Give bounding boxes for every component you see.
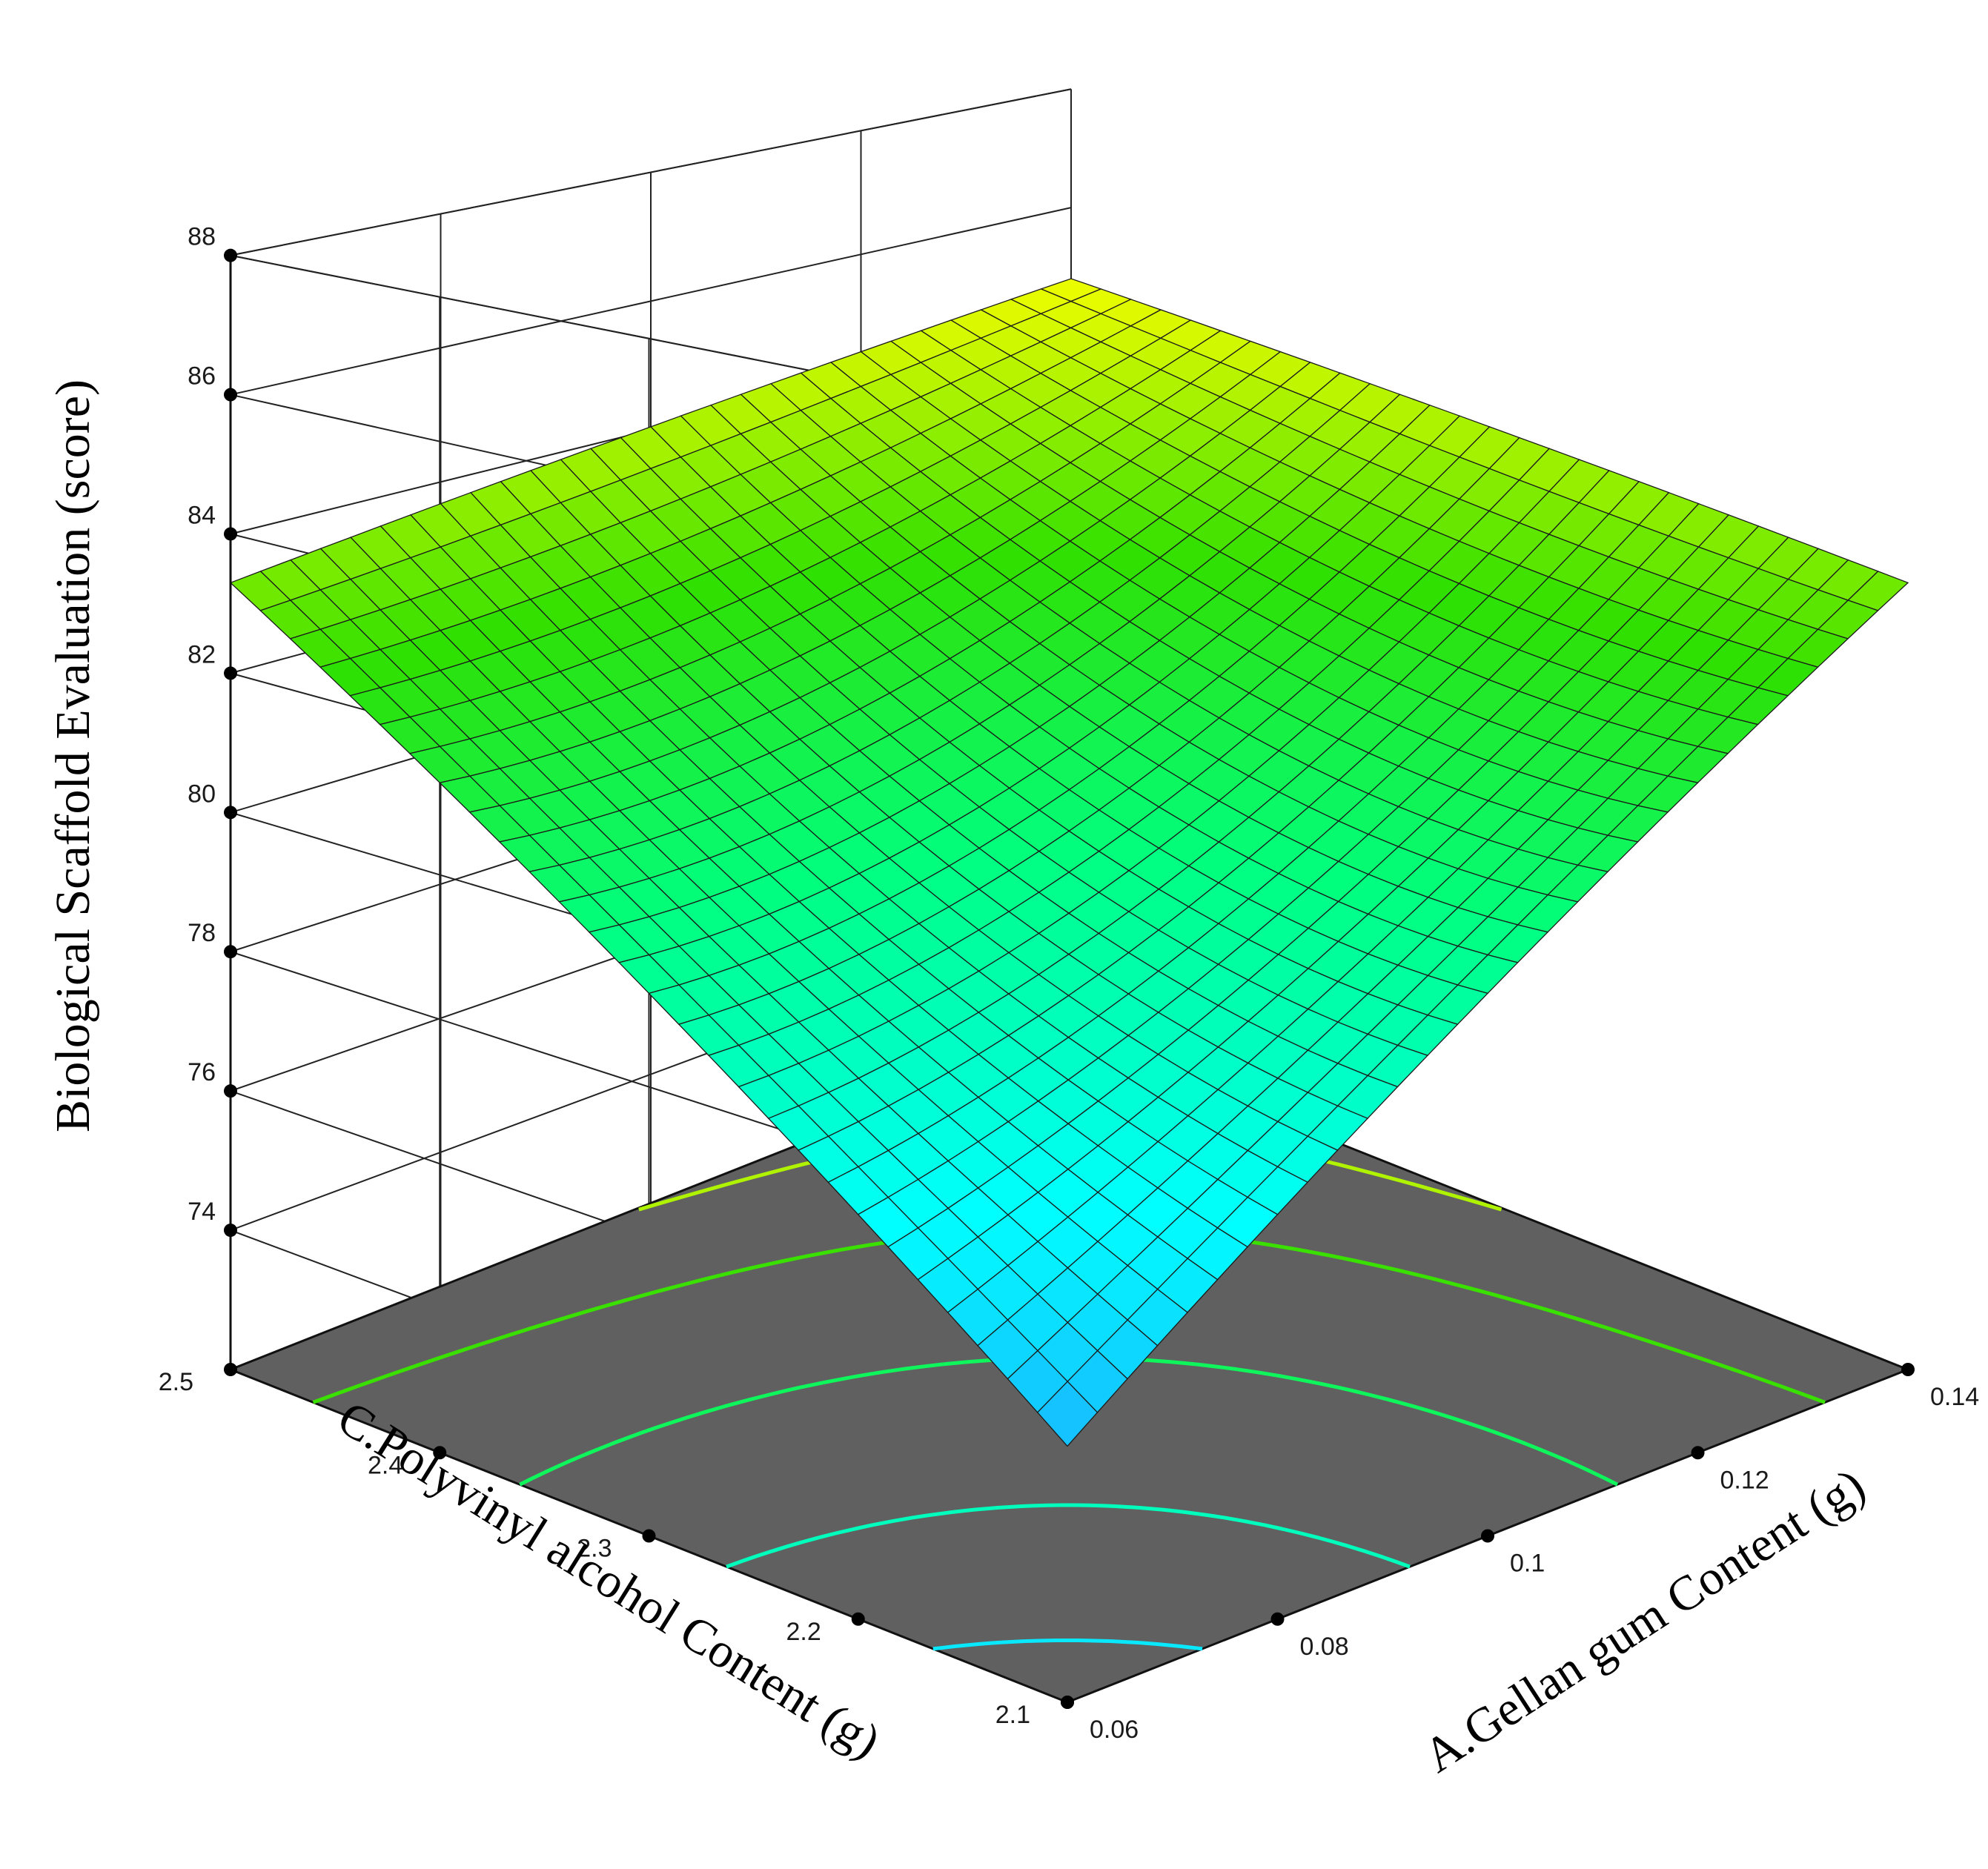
z-tick-dot <box>224 945 237 959</box>
contour-line <box>726 1503 1411 1569</box>
z-tick-label: 86 <box>188 362 216 391</box>
y-tick-dot <box>224 1363 237 1376</box>
x-tick-label: 0.06 <box>1090 1716 1139 1744</box>
x-tick-dot <box>1270 1612 1285 1626</box>
z-tick-dot <box>224 248 237 262</box>
z-tick-label: 88 <box>188 223 216 251</box>
z-tick-label: 74 <box>188 1198 216 1226</box>
z-tick-dot <box>224 1084 237 1098</box>
z-tick-dot <box>224 806 237 820</box>
y-tick-label: 2.1 <box>995 1701 1030 1729</box>
z-tick-dot <box>224 1224 237 1238</box>
z-tick-label: 82 <box>188 640 216 668</box>
x-tick-label: 0.12 <box>1720 1466 1769 1494</box>
contour-line <box>932 1639 1203 1651</box>
y-tick-label: 2.4 <box>368 1451 402 1479</box>
z-tick-dot <box>224 527 237 541</box>
x-tick-label: 0.08 <box>1300 1633 1349 1661</box>
z-axis-title: Biological Scaffold Evaluation (score) <box>46 379 100 1132</box>
x-tick-label: 0.1 <box>1510 1550 1545 1578</box>
x-tick-dot <box>1481 1529 1494 1543</box>
z-tick-dot <box>224 388 237 402</box>
x-tick-dot <box>1691 1446 1705 1460</box>
z-tick-label: 80 <box>188 780 216 808</box>
surface-patch <box>1036 1381 1099 1447</box>
y-tick-dot <box>851 1612 865 1626</box>
y-tick-label: 2.5 <box>159 1368 193 1396</box>
y-tick-label: 2.2 <box>786 1618 821 1646</box>
x-tick-dot <box>1901 1363 1915 1376</box>
response-surface <box>229 278 1909 1447</box>
x-tick-label: 0.14 <box>1930 1383 1979 1411</box>
z-tick-label: 84 <box>188 501 216 529</box>
x-tick-dot <box>1061 1696 1074 1709</box>
y-tick-label: 2.3 <box>577 1535 612 1563</box>
z-tick-label: 76 <box>188 1058 216 1086</box>
y-tick-dot <box>642 1529 656 1543</box>
y-tick-dot <box>433 1446 447 1460</box>
z-tick-label: 78 <box>188 919 216 947</box>
axes: 74 76 78 80 82 84 86 88 2.1 2.2 2.3 2.4 2.5 0.06 0.08 0… <box>159 223 1979 1744</box>
z-tick-dot <box>224 666 237 680</box>
